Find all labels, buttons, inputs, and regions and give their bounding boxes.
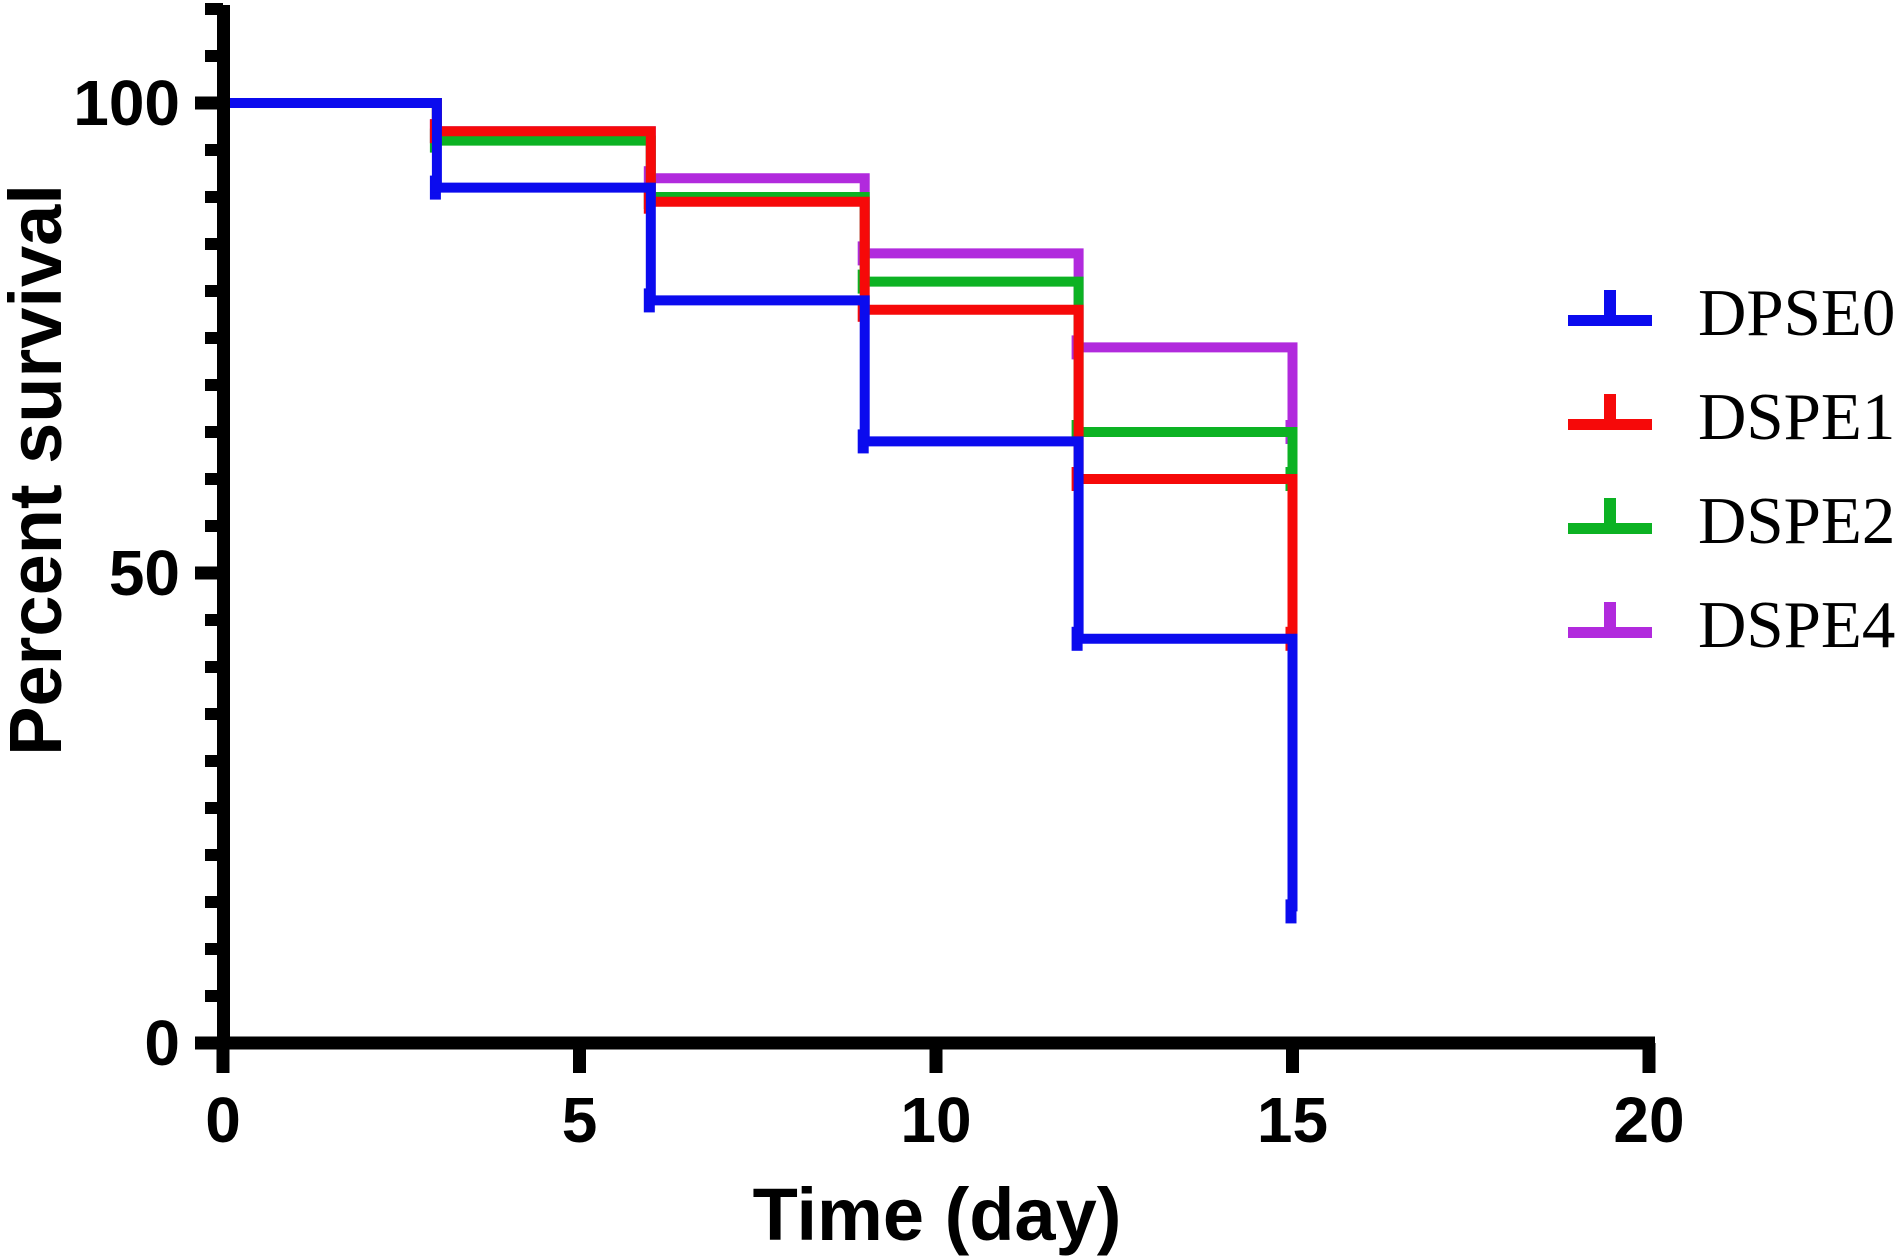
legend-item-DSPE2: DSPE2 bbox=[1568, 488, 1895, 555]
x-axis-title: Time (day) bbox=[752, 1173, 1122, 1256]
survival-curve-DSPE1 bbox=[223, 98, 1298, 639]
legend-label-DSPE1: DSPE1 bbox=[1698, 380, 1895, 455]
legend-item-DPSE0: DPSE0 bbox=[1568, 280, 1895, 347]
legend-marker-DPSE0 bbox=[1568, 290, 1652, 326]
legend-marker-tick bbox=[1604, 394, 1616, 425]
legend-marker-DSPE1 bbox=[1568, 394, 1652, 430]
legend-item-DSPE4: DSPE4 bbox=[1568, 592, 1895, 659]
survival-curve-DSPE2 bbox=[223, 98, 1298, 479]
legend-label-DSPE2: DSPE2 bbox=[1698, 484, 1895, 559]
legend-item-DSPE1: DSPE1 bbox=[1568, 384, 1895, 451]
legend-marker-tick bbox=[1604, 290, 1616, 321]
survival-curve-DSPE4 bbox=[223, 98, 1298, 432]
legend-marker-tick bbox=[1604, 602, 1616, 633]
legend-label-DPSE0: DPSE0 bbox=[1698, 276, 1895, 351]
y-axis-title: Percent survival bbox=[0, 184, 77, 756]
y-tick-label-100: 100 bbox=[73, 67, 180, 139]
legend-marker-line bbox=[1568, 419, 1652, 430]
legend-marker-tick bbox=[1604, 498, 1616, 529]
y-tick-label-0: 0 bbox=[144, 1007, 180, 1079]
x-tick-label-15: 15 bbox=[1256, 1084, 1329, 1156]
legend-marker-line bbox=[1568, 315, 1652, 326]
x-tick-label-10: 10 bbox=[900, 1084, 972, 1156]
x-tick-label-5: 5 bbox=[561, 1084, 598, 1156]
legend-marker-DSPE2 bbox=[1568, 498, 1652, 534]
survival-curve-DPSE0 bbox=[223, 98, 1298, 912]
legend-marker-line bbox=[1568, 523, 1652, 534]
legend-marker-DSPE4 bbox=[1568, 602, 1652, 638]
legend-marker-line bbox=[1568, 627, 1652, 638]
legend-label-DSPE4: DSPE4 bbox=[1698, 588, 1895, 663]
y-tick-label-50: 50 bbox=[108, 537, 180, 609]
x-tick-label-20: 20 bbox=[1613, 1084, 1685, 1156]
x-tick-label-0: 0 bbox=[205, 1084, 241, 1156]
